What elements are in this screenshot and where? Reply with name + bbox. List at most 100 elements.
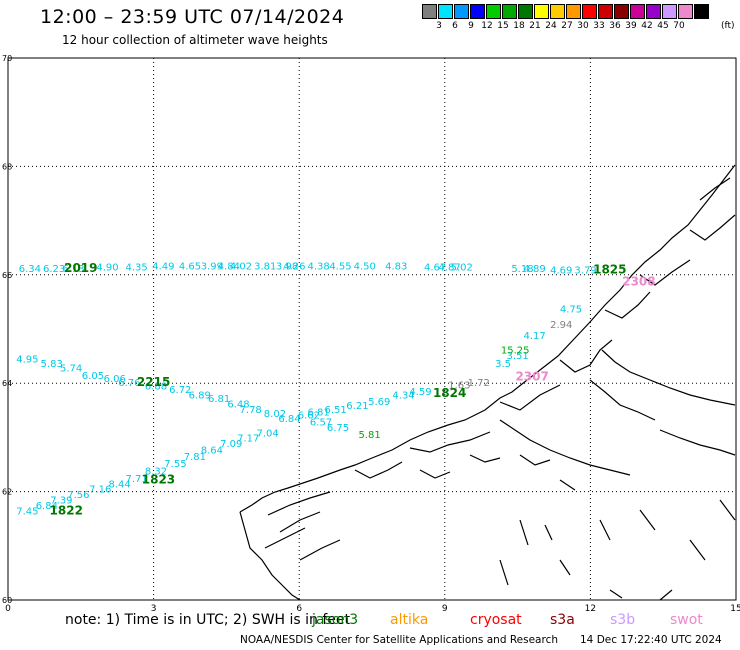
pass-time-label: 2019	[64, 261, 97, 275]
wave-height-label: 15.25	[501, 345, 530, 356]
wave-height-label: 6.75	[327, 423, 349, 434]
colorbar-tick-label: 3	[436, 21, 442, 31]
wave-height-labels: 6.34 6.236.13 4.90 4.35 4.49 4.65 3.994.844.02…	[16, 261, 596, 517]
wave-height-label: 7.81	[184, 452, 206, 463]
longitude-tick-label: 0	[5, 604, 11, 614]
wave-height-label: 6.76	[118, 378, 140, 389]
pass-time-label: 1824	[433, 386, 466, 400]
wave-height-label: 4.90	[96, 262, 118, 273]
wave-height-label: 6.84	[36, 501, 58, 512]
wave-height-label: 6.06	[104, 374, 126, 385]
wave-height-label: 7.78	[240, 405, 262, 416]
wave-height-label: 5.69	[368, 397, 390, 408]
chart-title: 12:00 – 23:59 UTC 07/14/2024	[40, 6, 345, 28]
plot-frame	[7, 57, 737, 601]
generated-timestamp: 14 Dec 17:22:40 UTC 2024	[580, 634, 722, 646]
wave-height-label: 3.51	[506, 351, 528, 362]
wave-height-label: 5.81	[358, 430, 380, 441]
longitude-tick-label: 15	[730, 604, 740, 614]
colorbar-tick-label: 45	[657, 21, 669, 31]
wave-height-label: 3.81	[254, 261, 276, 272]
pass-time-label: 2308	[622, 275, 655, 289]
wave-height-label: 4.89	[523, 264, 545, 275]
colorbar-tick-label: 12	[481, 21, 493, 31]
wave-height-label: 4.02	[230, 261, 252, 272]
latitude-tick-label: 64	[2, 379, 12, 388]
lat-lon-grid	[8, 58, 736, 600]
wave-height-label: 4.83	[385, 261, 407, 272]
colorbar-tick-label: 27	[561, 21, 573, 31]
wave-height-label: 4.38	[307, 261, 329, 272]
colorbar-tick-label: 70	[673, 21, 685, 31]
latitude-tick-label: 68	[2, 162, 12, 171]
wave-height-label: 8.32	[145, 466, 167, 477]
pass-time-label: 1825	[593, 263, 626, 277]
longitude-tick-label: 3	[151, 604, 157, 614]
colorbar-tick-label: 24	[545, 21, 557, 31]
colorbar-swatch	[582, 4, 597, 19]
colorbar-legend	[422, 4, 710, 19]
colorbar-tick-label: 6	[452, 21, 458, 31]
latitude-tick-label: 70	[2, 54, 12, 63]
wave-height-label: 4.34	[392, 390, 414, 401]
satellite-s3b: s3b	[610, 612, 636, 628]
colorbar-swatch	[566, 4, 581, 19]
wave-height-label: 6.81	[307, 408, 329, 419]
wave-height-label: 6.72	[169, 385, 191, 396]
wave-height-label: 2.94	[550, 320, 572, 331]
wave-height-label: 6.21	[346, 401, 368, 412]
wave-height-label: 5.02	[451, 262, 473, 273]
axis-tick-labels: 0 3 6 9 12 15 70 68 66 64 62 60	[2, 54, 740, 614]
wave-height-label: 3.99	[201, 261, 223, 272]
wave-height-label: 6.81	[208, 394, 230, 405]
colorbar-swatch	[646, 4, 661, 19]
wave-height-label: 6.05	[82, 371, 104, 382]
satellite-jason3: jason3	[312, 612, 359, 628]
colorbar-swatch	[518, 4, 533, 19]
colorbar-swatch	[662, 4, 677, 19]
wave-height-label: 1.72	[468, 378, 490, 389]
colorbar-swatch	[550, 4, 565, 19]
wave-height-label: 7.04	[257, 428, 279, 439]
wave-height-label: 3.79	[574, 266, 596, 277]
colorbar-tick-label: 42	[641, 21, 653, 31]
wave-height-label: 4.55	[329, 261, 351, 272]
wave-height-label: 4.95	[16, 355, 38, 366]
pass-time-label: 2215	[137, 375, 170, 389]
wave-height-label: 6.13	[62, 264, 84, 275]
wave-height-label: 7.55	[164, 459, 186, 470]
wave-height-label: 4.84	[218, 261, 240, 272]
wave-height-label: 5.18	[511, 264, 533, 275]
wave-height-label: 6.84	[278, 414, 300, 425]
wave-height-label: 6.34	[19, 264, 41, 275]
wave-height-label: 8.44	[108, 479, 130, 490]
wave-height-label: 6.62	[298, 410, 320, 421]
colorbar-swatch	[438, 4, 453, 19]
colorbar-swatch	[470, 4, 485, 19]
wave-height-label: 5.74	[60, 363, 82, 374]
latitude-tick-label: 60	[2, 596, 12, 605]
wave-height-label: 7.56	[67, 490, 89, 501]
pass-time-label: 1822	[50, 503, 83, 517]
colorbar-swatch	[694, 4, 709, 19]
latitude-tick-label: 62	[2, 488, 12, 497]
wave-height-label: 4.65	[179, 261, 201, 272]
longitude-tick-label: 6	[296, 604, 302, 614]
wave-height-label: 7.45	[16, 506, 38, 517]
pass-time-label: 2307	[515, 369, 548, 383]
wave-height-label: 4.49	[152, 261, 174, 272]
colorbar-tick-label: 18	[513, 21, 525, 31]
pass-time-label: 1823	[142, 472, 175, 486]
colorbar-unit: (ft)	[721, 21, 735, 31]
credit-line: NOAA/NESDIS Center for Satellite Applica…	[240, 634, 558, 646]
coastline	[239, 164, 736, 601]
satellite-cryosat: cryosat	[470, 612, 522, 628]
chart-subtitle: 12 hour collection of altimeter wave hei…	[62, 33, 328, 47]
colorbar-swatch	[614, 4, 629, 19]
wave-height-label: 6.51	[324, 405, 346, 416]
wave-height-label: 1.63	[448, 381, 470, 392]
wave-height-label: 4.87	[439, 262, 461, 273]
colorbar-swatch	[454, 4, 469, 19]
